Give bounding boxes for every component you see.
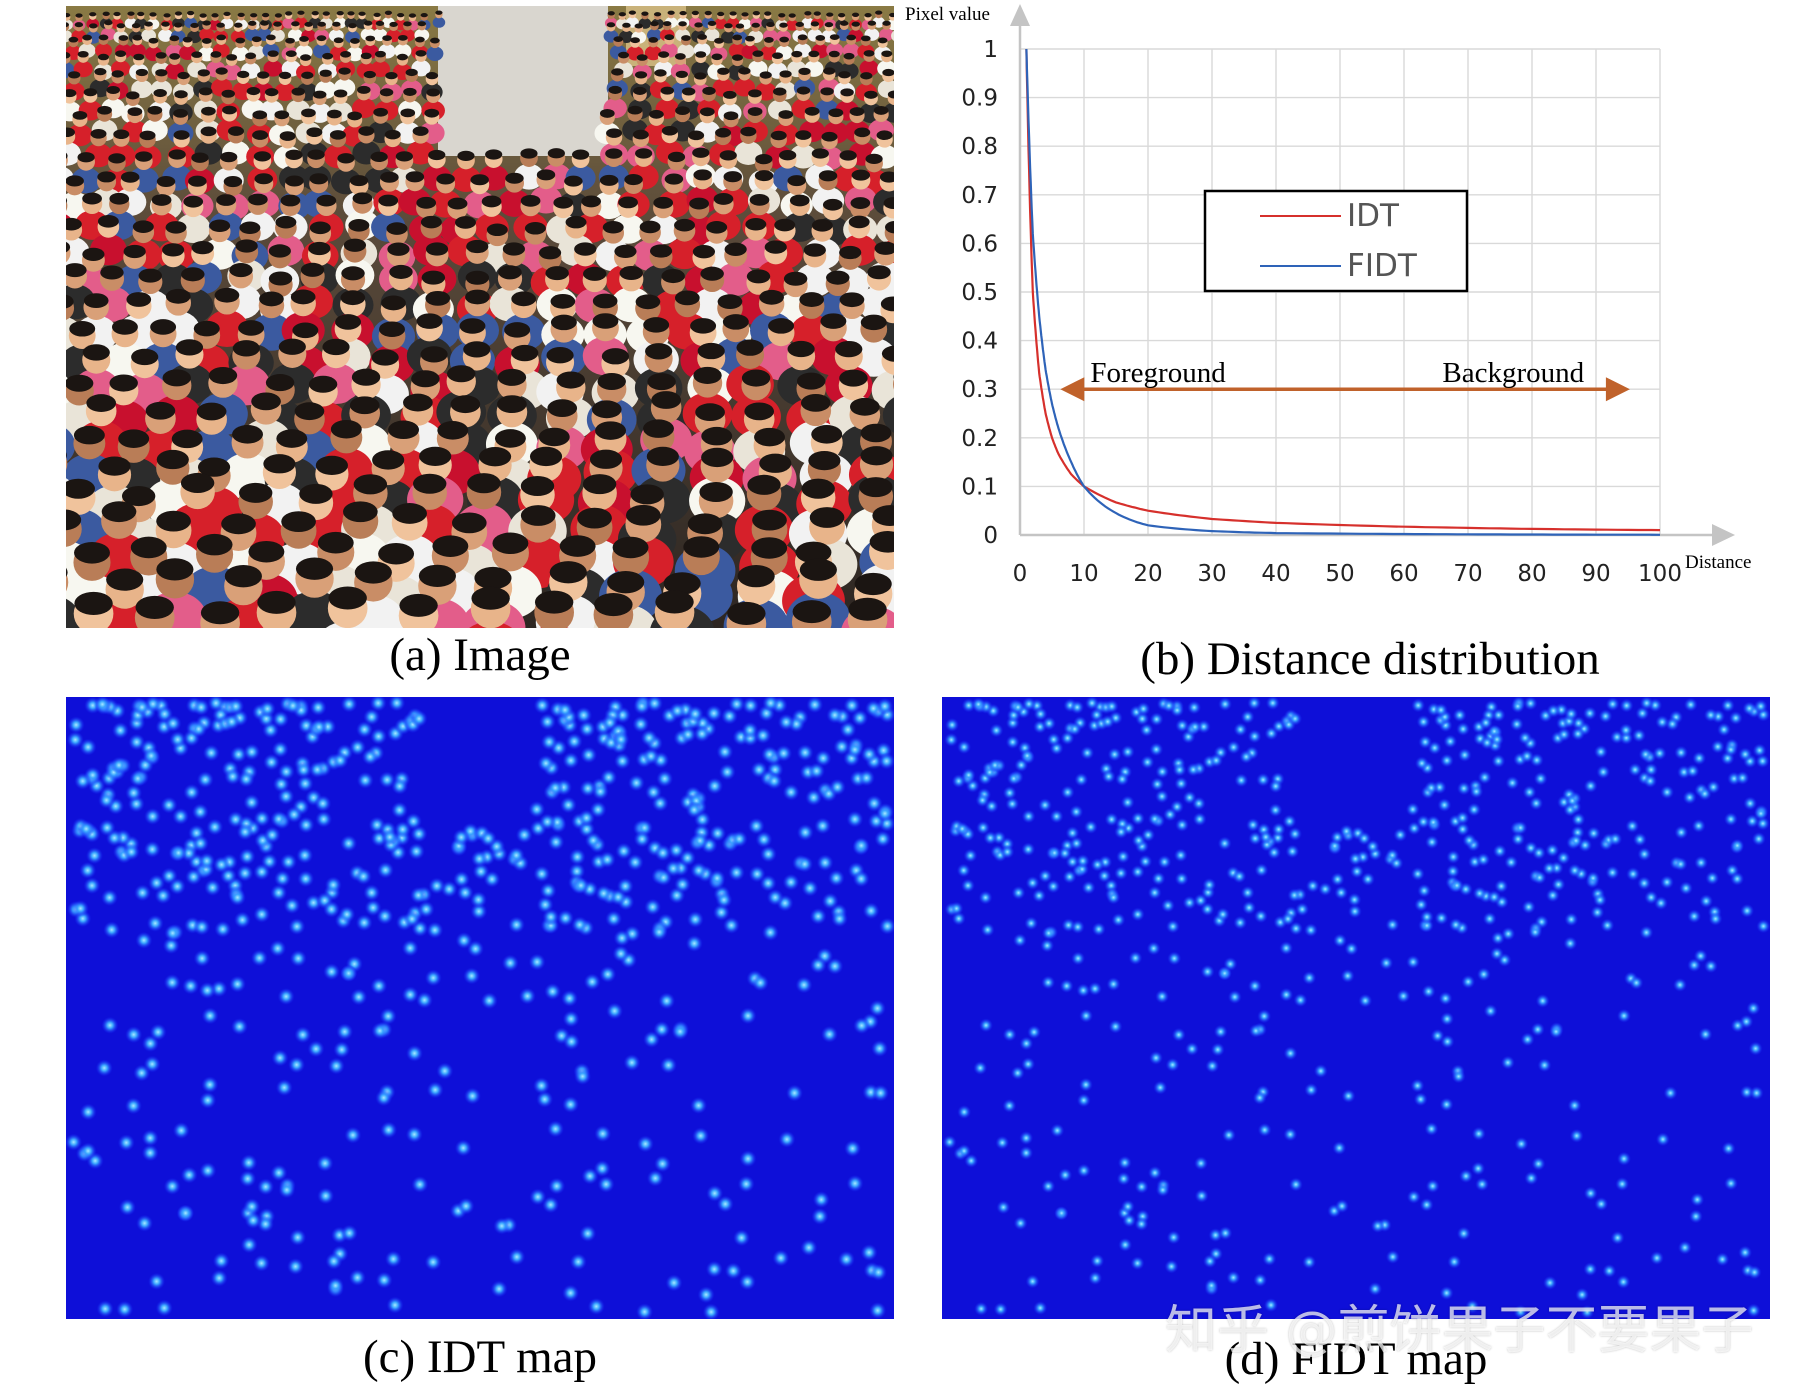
- annotation-foreground: Foreground: [1090, 357, 1226, 389]
- caption-fidt-map: (d) FIDT map: [1224, 1333, 1488, 1385]
- caption-idt-map: (c) IDT map: [362, 1331, 598, 1383]
- region-arrow: [1060, 377, 1630, 402]
- legend-label-fidt: FIDT: [1347, 248, 1418, 284]
- y-tick-label: 0.5: [961, 280, 998, 306]
- x-tick-label: 90: [1581, 561, 1610, 587]
- crowd-image: [66, 6, 894, 628]
- x-tick-label: 30: [1197, 561, 1226, 587]
- head-points: [942, 697, 1770, 1319]
- chart-tick-labels: 0 10 20 30 40 50 60 70 80 90 100 0 0.1 0.2 0.3 0.4 0.5 0.…: [961, 37, 1682, 587]
- head-points: [66, 697, 894, 1319]
- y-axis-title: Pixel value: [905, 4, 990, 25]
- x-tick-label: 70: [1453, 561, 1482, 587]
- x-tick-label: 0: [1013, 561, 1028, 587]
- y-tick-label: 0.7: [961, 183, 998, 209]
- x-tick-label: 100: [1638, 561, 1682, 587]
- y-tick-label: 0.1: [961, 474, 998, 500]
- fidt-map: [942, 697, 1770, 1319]
- watermark: 知乎 @煎饼果子不要果子: [1165, 1301, 1754, 1361]
- x-tick-label: 80: [1517, 561, 1546, 587]
- y-tick-label: 0.4: [961, 329, 998, 355]
- legend-label-idt: IDT: [1347, 198, 1400, 234]
- x-tick-label: 60: [1389, 561, 1418, 587]
- x-tick-label: 10: [1069, 561, 1098, 587]
- caption-image: (a) Image: [389, 629, 571, 681]
- y-tick-label: 0.9: [961, 86, 998, 112]
- x-tick-label: 40: [1261, 561, 1290, 587]
- legend: IDT FIDT: [1203, 189, 1469, 293]
- caption-distance-distribution: (b) Distance distribution: [1140, 633, 1600, 685]
- y-tick-label: 1: [983, 37, 998, 63]
- x-tick-label: 20: [1133, 561, 1162, 587]
- y-tick-label: 0: [983, 523, 998, 549]
- x-axis-title: Distance: [1685, 552, 1751, 573]
- crowd-people: [66, 10, 894, 628]
- y-axis-arrowhead: [1010, 4, 1030, 26]
- annotation-background: Background: [1442, 357, 1584, 389]
- x-tick-label: 50: [1325, 561, 1354, 587]
- y-tick-label: 0.6: [961, 231, 998, 257]
- y-tick-label: 0.8: [961, 134, 998, 160]
- distance-chart: 0 10 20 30 40 50 60 70 80 90 100 0 0.1 0.2 0.3 0.4 0.5 0.…: [905, 4, 1751, 587]
- y-tick-label: 0.3: [961, 377, 998, 403]
- x-axis-arrowhead: [1712, 524, 1735, 546]
- pillar: [438, 6, 608, 156]
- series-line-fidt: [1025, 48, 1661, 536]
- idt-map: [66, 697, 894, 1319]
- y-tick-label: 0.2: [961, 426, 998, 452]
